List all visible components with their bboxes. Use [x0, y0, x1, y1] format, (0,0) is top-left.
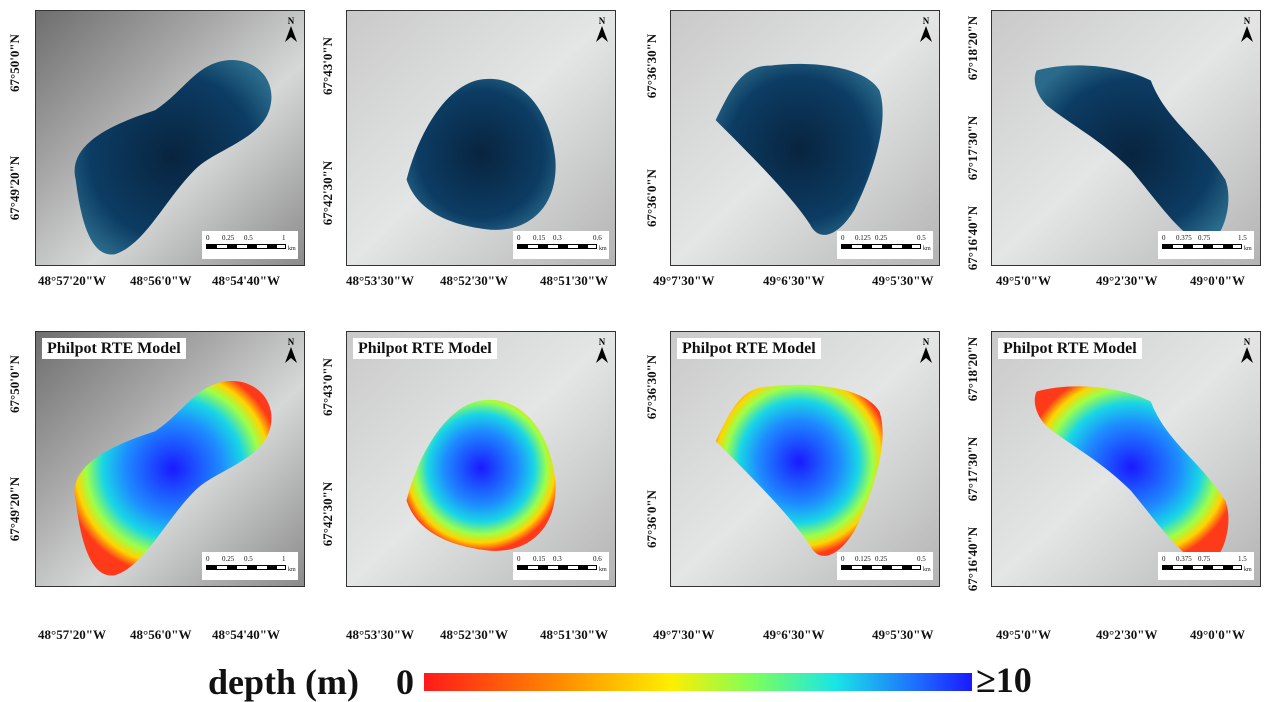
scale-bar: 0 0.125 0.25 0.5 km — [837, 552, 933, 580]
map-panel-lake4-depth: Philpot RTE Model N 0 0.375 0.75 1.5 km — [991, 331, 1261, 587]
lat-label: 67°49'20"N — [7, 155, 22, 221]
scale-bar: 0 0.375 0.75 1.5 km — [1158, 552, 1254, 580]
north-arrow-icon: N — [1240, 338, 1254, 364]
lon-label: 48°54'40"W — [212, 273, 281, 288]
lon-label: 48°52'30"W — [440, 627, 509, 642]
lon-label: 48°56'0"W — [130, 627, 192, 642]
lat-label: 67°16'40"N — [965, 526, 980, 592]
model-label: Philpot RTE Model — [677, 338, 821, 359]
map-panel-lake2-rgb: N 0 0.15 0.3 0.6 km — [346, 10, 616, 266]
map-panel-lake4-rgb: N 0 0.375 0.75 1.5 km — [991, 10, 1261, 266]
lon-label: 49°5'30"W — [872, 273, 934, 288]
north-arrow-icon: N — [919, 338, 933, 364]
satellite-image — [992, 11, 1260, 265]
satellite-image — [36, 11, 304, 265]
lat-label: 67°36'30"N — [644, 33, 659, 99]
lat-label: 67°18'20"N — [965, 336, 980, 402]
depth-map-image — [347, 332, 615, 586]
lat-label: 67°42'30"N — [320, 160, 335, 226]
lon-label: 48°57'20"W — [38, 627, 107, 642]
lon-label: 49°2'30"W — [1096, 273, 1158, 288]
scale-bar: 0 0.375 0.75 1.5 km — [1158, 231, 1254, 259]
lon-label: 49°0'0"W — [1190, 627, 1246, 642]
lat-label: 67°43'0"N — [320, 358, 335, 416]
lon-label: 49°5'30"W — [872, 627, 934, 642]
lon-label: 48°52'30"W — [440, 273, 509, 288]
lon-label: 49°6'30"W — [763, 273, 825, 288]
lon-label: 49°5'0"W — [996, 273, 1052, 288]
lon-label: 49°7'30"W — [653, 627, 715, 642]
lon-label: 48°54'40"W — [212, 627, 281, 642]
scale-bar: 0 0.125 0.25 0.5 km — [837, 231, 933, 259]
north-arrow-icon: N — [1240, 17, 1254, 43]
legend-min-label: 0 — [396, 662, 414, 702]
lat-label: 67°18'20"N — [965, 15, 980, 81]
north-arrow-icon: N — [919, 17, 933, 43]
map-panel-lake3-depth: Philpot RTE Model N 0 0.125 0.25 0.5 km — [670, 331, 940, 587]
lon-label: 49°0'0"W — [1190, 273, 1246, 288]
lat-label: 67°36'0"N — [644, 490, 659, 548]
model-label: Philpot RTE Model — [42, 338, 186, 359]
lon-label: 48°56'0"W — [130, 273, 192, 288]
lat-label: 67°49'20"N — [7, 476, 22, 542]
depth-map-image — [992, 332, 1260, 586]
scale-bar: 0 0.25 0.5 1 km — [202, 231, 298, 259]
lon-label: 49°2'30"W — [1096, 627, 1158, 642]
satellite-image — [671, 11, 939, 265]
lon-label: 49°6'30"W — [763, 627, 825, 642]
lat-label: 67°42'30"N — [320, 481, 335, 547]
lon-label: 48°53'30"W — [346, 273, 415, 288]
map-panel-lake1-rgb: N 0 0.25 0.5 1 km — [35, 10, 305, 266]
lon-label: 48°57'20"W — [38, 273, 107, 288]
lon-label: 49°7'30"W — [653, 273, 715, 288]
north-arrow-icon: N — [284, 17, 298, 43]
satellite-image — [347, 11, 615, 265]
lat-label: 67°17'30"N — [965, 115, 980, 181]
lat-label: 67°36'0"N — [644, 169, 659, 227]
model-label: Philpot RTE Model — [353, 338, 497, 359]
north-arrow-icon: N — [595, 338, 609, 364]
scale-bar: 0 0.15 0.3 0.6 km — [513, 231, 609, 259]
depth-map-image — [36, 332, 304, 586]
scale-bar: 0 0.15 0.3 0.6 km — [513, 552, 609, 580]
lat-label: 67°36'30"N — [644, 354, 659, 420]
legend-title: depth (m) — [208, 662, 359, 702]
depth-color-bar — [424, 673, 972, 691]
lon-label: 48°53'30"W — [346, 627, 415, 642]
lon-label: 48°51'30"W — [540, 273, 609, 288]
north-arrow-icon: N — [595, 17, 609, 43]
lat-label: 67°50'0"N — [7, 355, 22, 413]
lat-label: 67°50'0"N — [7, 34, 22, 92]
lon-label: 48°51'30"W — [540, 627, 609, 642]
map-panel-lake1-depth: Philpot RTE Model N 0 0.25 0.5 1 km — [35, 331, 305, 587]
north-arrow-icon: N — [284, 338, 298, 364]
map-panel-lake3-rgb: N 0 0.125 0.25 0.5 km — [670, 10, 940, 266]
lat-label: 67°43'0"N — [320, 37, 335, 95]
lat-label: 67°17'30"N — [965, 436, 980, 502]
model-label: Philpot RTE Model — [998, 338, 1142, 359]
scale-bar: 0 0.25 0.5 1 km — [202, 552, 298, 580]
map-panel-lake2-depth: Philpot RTE Model N 0 0.15 0.3 0.6 km — [346, 331, 616, 587]
depth-map-image — [671, 332, 939, 586]
lon-label: 49°5'0"W — [996, 627, 1052, 642]
lat-label: 67°16'40"N — [965, 205, 980, 271]
legend-max-label: ≥10 — [976, 660, 1032, 700]
